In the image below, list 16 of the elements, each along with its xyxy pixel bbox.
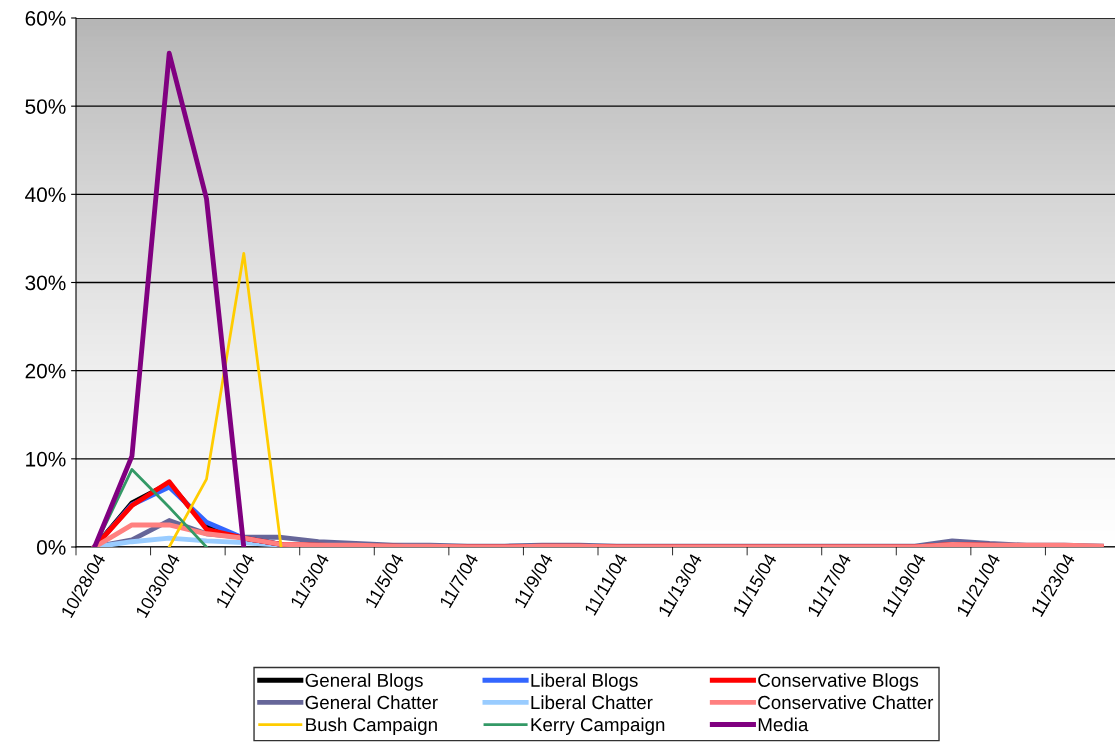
legend-label: Conservative Blogs — [758, 673, 919, 691]
y-tick-label: 10% — [26, 451, 66, 467]
y-tick-label: 0% — [36, 540, 66, 555]
legend-label: Liberal Chatter — [531, 695, 653, 710]
y-tick-label: 50% — [25, 99, 66, 114]
legend-label: General Blogs — [305, 673, 423, 691]
legend-label: Media — [758, 717, 809, 732]
y-tick-label: 60% — [25, 11, 66, 26]
legend-label: General Chatter — [305, 695, 438, 710]
y-tick-label: 20% — [25, 363, 66, 379]
legend-label: Kerry Campaign — [531, 717, 665, 735]
y-tick-label: 30% — [25, 275, 66, 291]
legend-label: Bush Campaign — [306, 717, 437, 735]
legend-label: Conservative Chatter — [758, 695, 934, 710]
legend-label: Liberal Blogs — [531, 673, 638, 691]
y-tick-label: 40% — [25, 187, 66, 203]
